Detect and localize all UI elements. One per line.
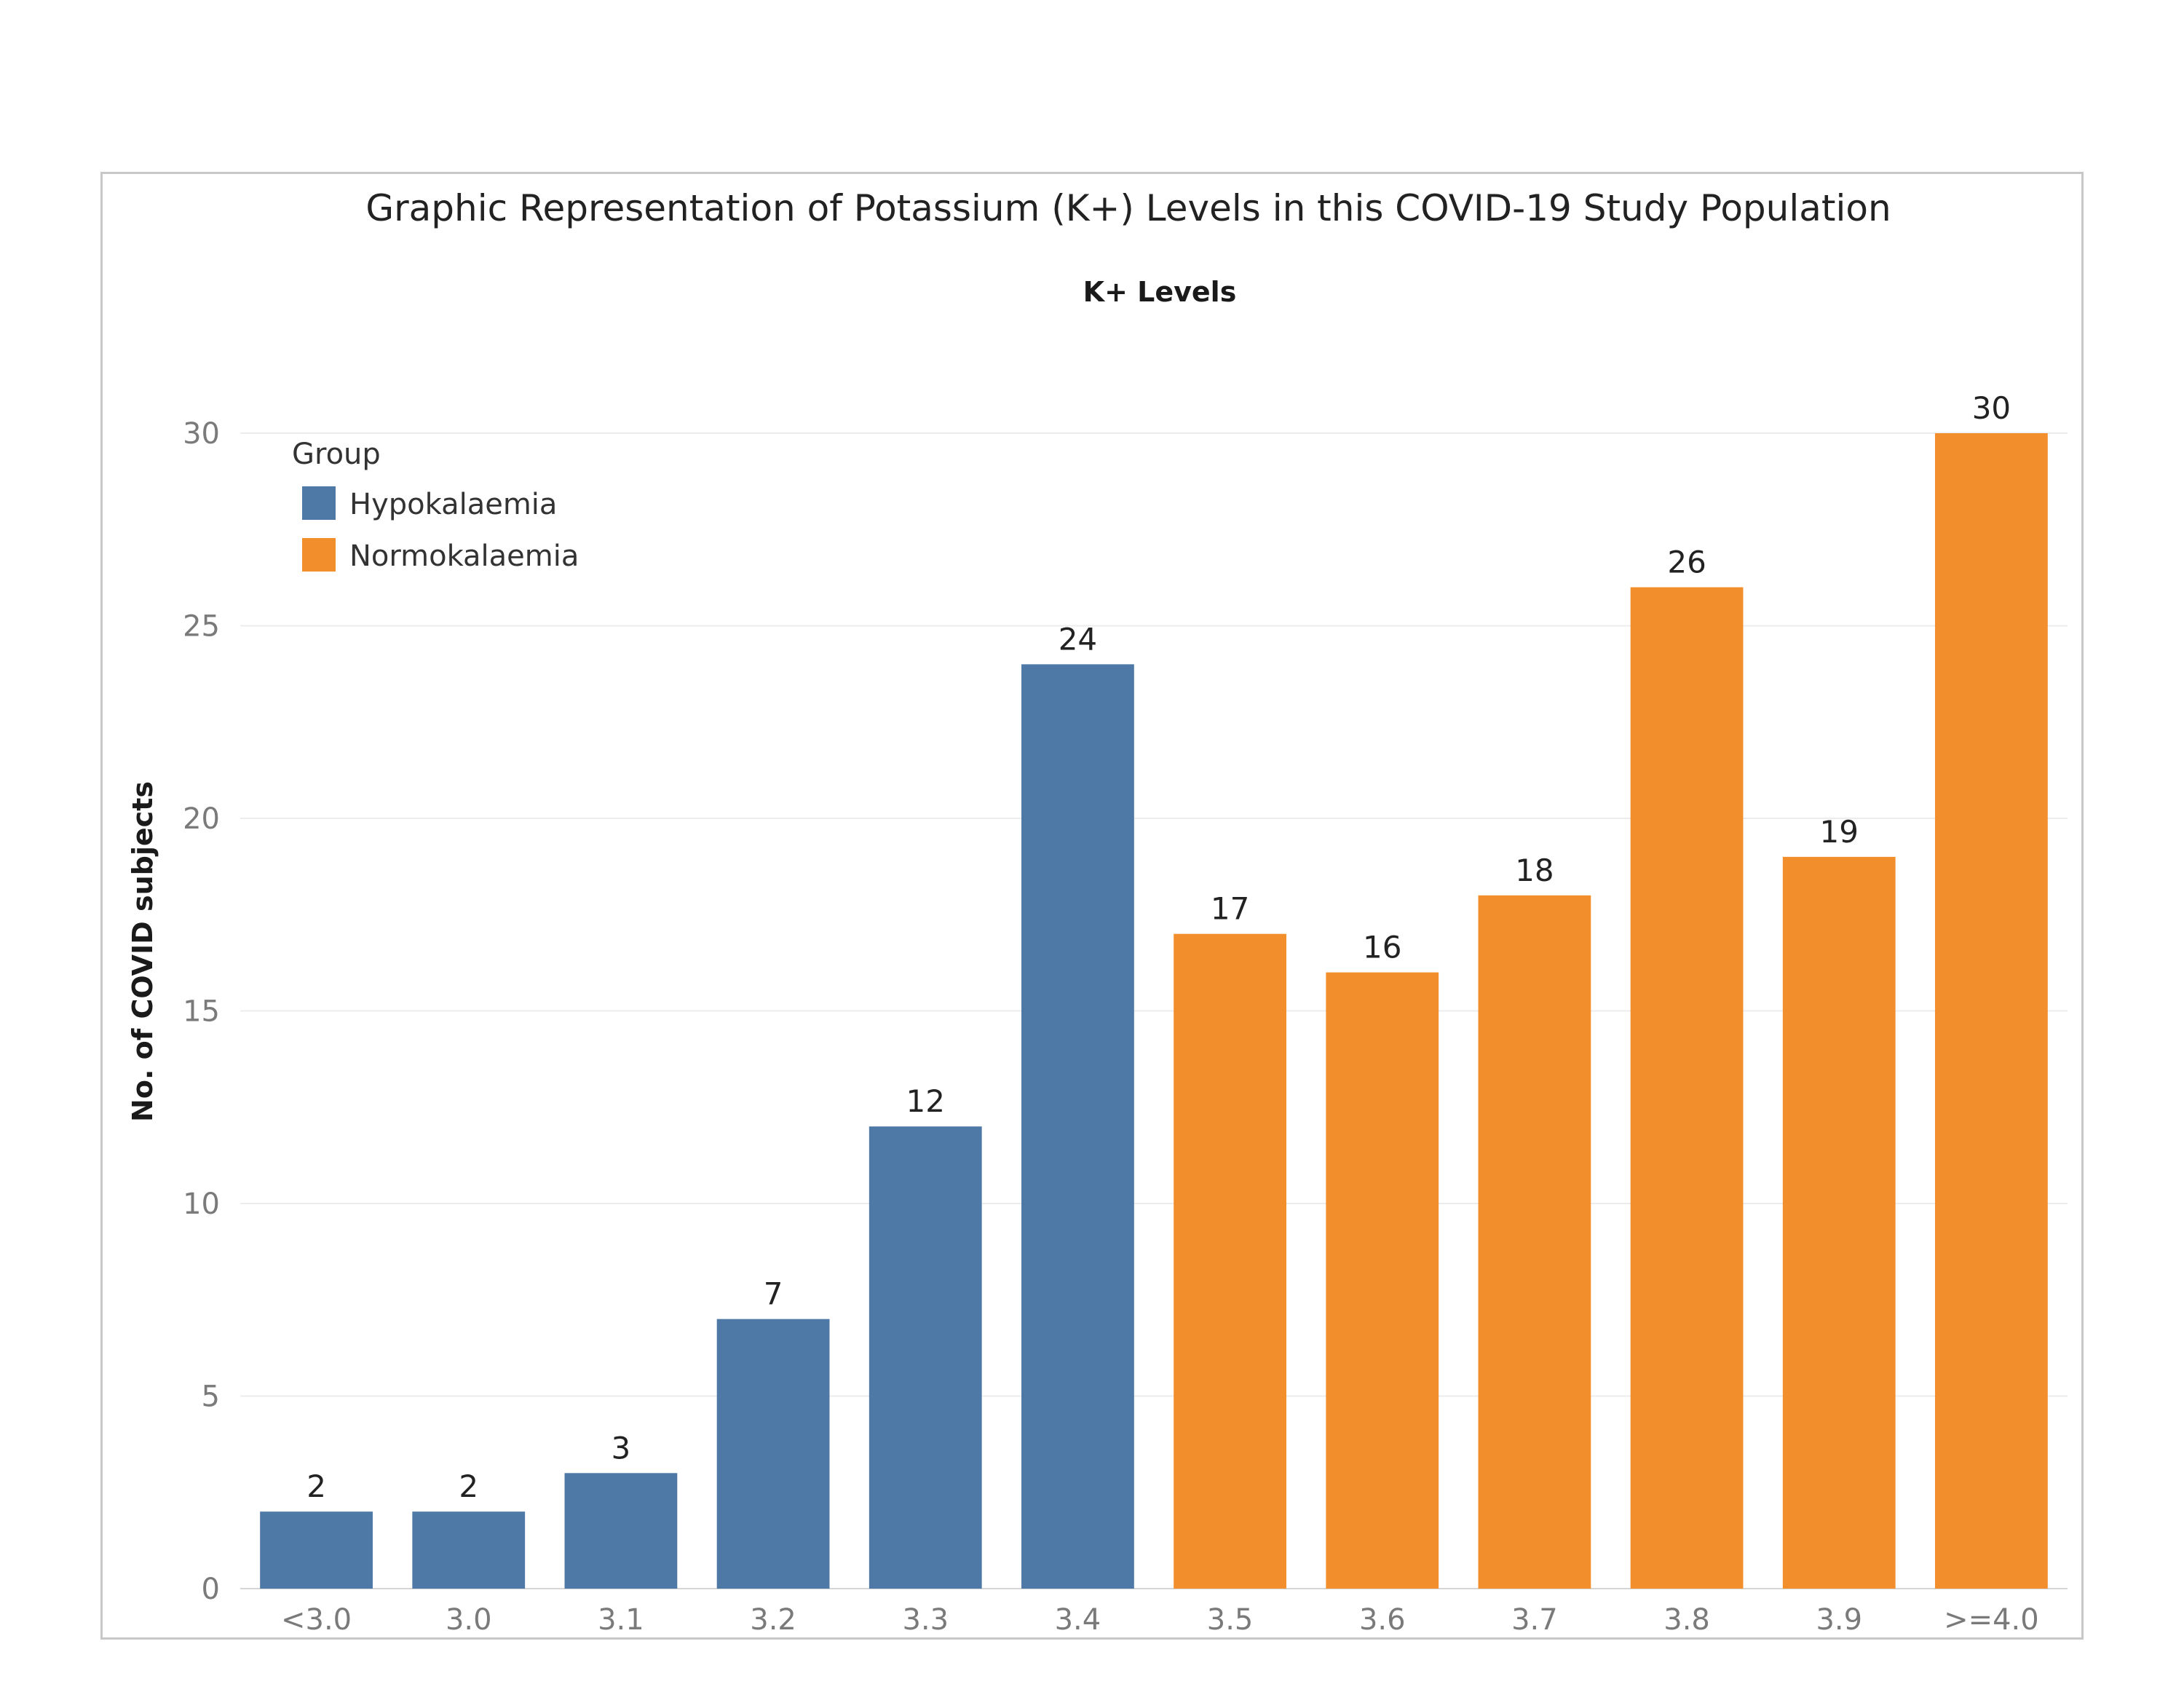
value-label: 24 [1059, 621, 1097, 657]
value-label: 7 [764, 1276, 783, 1312]
y-tick-label: 30 [183, 417, 220, 451]
bar-2 [412, 1511, 526, 1589]
x-tick-label: 3.3 [902, 1603, 949, 1637]
x-tick-label: 3.9 [1816, 1603, 1862, 1637]
value-label: 26 [1667, 545, 1706, 580]
legend-swatch-normokalaemia [302, 538, 336, 572]
value-label: 3 [612, 1430, 631, 1466]
x-tick-label: 3.5 [1207, 1603, 1254, 1637]
bar-1 [260, 1511, 373, 1589]
value-label: 16 [1363, 930, 1401, 965]
y-tick-label: 0 [202, 1573, 220, 1606]
bar-10 [1630, 587, 1744, 1589]
y-tick-label: 10 [183, 1187, 220, 1221]
value-labels: 2 2 3 7 12 24 17 16 18 26 19 30 [306, 390, 2011, 1504]
y-tick-label: 25 [183, 610, 220, 644]
bars [260, 433, 2048, 1589]
y-tick-label: 5 [202, 1380, 220, 1414]
chart-title: Graphic Representation of Potassium (K+)… [365, 187, 1891, 229]
x-tick-label: 3.2 [750, 1603, 796, 1637]
legend: Group Hypokalaemia Normokalaemia [292, 438, 579, 573]
legend-label-hypokalaemia: Hypokalaemia [349, 488, 557, 521]
y-axis-title: No. of COVID subjects [127, 781, 159, 1122]
bar-3 [564, 1473, 678, 1589]
gridlines [240, 432, 2068, 1589]
y-tick-label: 20 [183, 802, 220, 836]
bar-9 [1478, 895, 1591, 1589]
y-axis-ticks: 0 5 10 15 20 25 30 [183, 417, 220, 1606]
bar-6 [1021, 664, 1134, 1589]
bar-5 [869, 1126, 982, 1589]
x-tick-label: 3.8 [1663, 1603, 1710, 1637]
legend-swatch-hypokalaemia [302, 486, 336, 520]
x-tick-label: 3.1 [598, 1603, 644, 1637]
value-label: 18 [1515, 853, 1554, 888]
x-axis-ticks: <3.0 3.0 3.1 3.2 3.3 3.4 3.5 3.6 3.7 3.8 3.9 >=4.0 [281, 1603, 2039, 1637]
value-label: 2 [459, 1468, 478, 1504]
x-tick-label: 3.0 [446, 1603, 492, 1637]
value-label: 2 [306, 1468, 326, 1504]
legend-title: Group [292, 438, 381, 471]
bar-8 [1326, 972, 1439, 1589]
legend-label-normokalaemia: Normokalaemia [349, 539, 579, 573]
value-label: 17 [1211, 891, 1249, 927]
x-axis-title: K+ Levels [1083, 276, 1237, 308]
x-tick-label: >=4.0 [1944, 1603, 2039, 1637]
x-tick-label: 3.7 [1511, 1603, 1558, 1637]
x-tick-label: <3.0 [281, 1603, 352, 1637]
bar-7 [1174, 933, 1286, 1589]
x-tick-label: 3.6 [1359, 1603, 1406, 1637]
value-label: 12 [906, 1083, 945, 1119]
value-label: 19 [1820, 814, 1859, 850]
bar-11 [1782, 856, 1896, 1589]
y-tick-label: 15 [183, 995, 220, 1029]
x-tick-label: 3.4 [1055, 1603, 1101, 1637]
bar-12 [1935, 433, 2048, 1589]
bar-4 [716, 1319, 830, 1589]
value-label: 30 [1972, 390, 2011, 426]
